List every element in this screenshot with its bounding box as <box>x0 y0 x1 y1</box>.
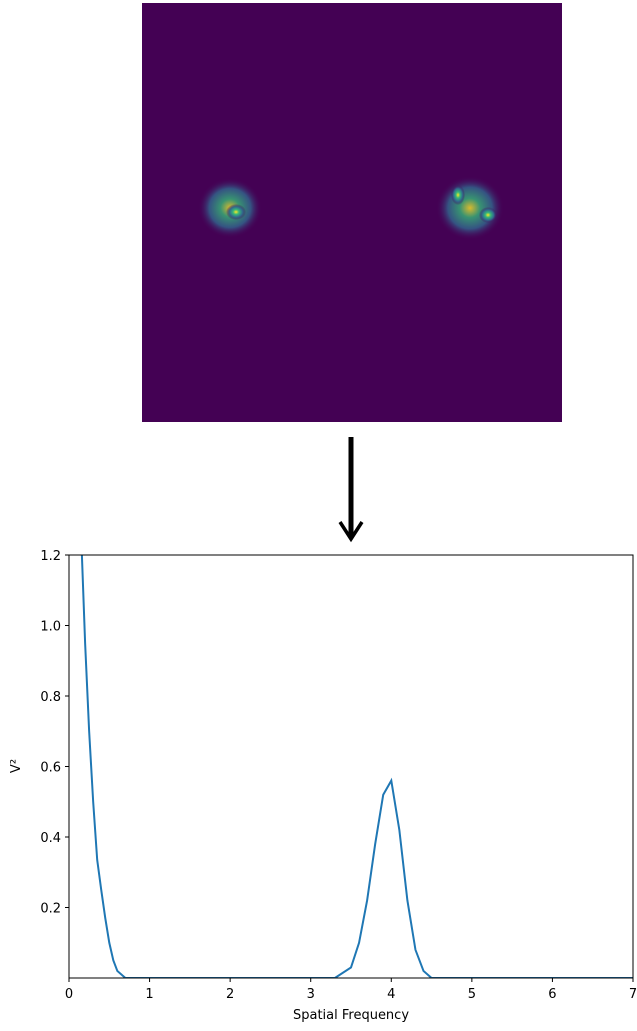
x-tick-label: 2 <box>226 987 234 1002</box>
image-blob <box>479 207 497 223</box>
x-tick-label: 4 <box>387 987 395 1002</box>
y-tick-label: 1.2 <box>40 549 61 564</box>
image-blob <box>226 204 246 220</box>
x-tick-label: 0 <box>65 987 73 1002</box>
y-tick-label: 0.6 <box>40 761 61 776</box>
image-blob <box>436 176 504 240</box>
arrow <box>338 437 364 543</box>
plot-frame <box>68 554 634 979</box>
x-tick-label: 6 <box>548 987 556 1002</box>
image-panel <box>142 3 562 422</box>
x-axis-label: Spatial Frequency <box>293 1008 409 1023</box>
x-tick-label: 1 <box>145 987 153 1002</box>
image-blob <box>451 185 465 205</box>
y-tick-label: 1.0 <box>40 620 61 635</box>
x-tick-label: 5 <box>468 987 476 1002</box>
y-axis-label: V² <box>9 759 24 773</box>
y-tick-label: 0.4 <box>40 831 61 846</box>
x-tick-label: 7 <box>629 987 637 1002</box>
x-tick-label: 3 <box>307 987 315 1002</box>
y-tick-label: 0.8 <box>40 690 61 705</box>
data-line <box>80 555 633 978</box>
y-tick-label: 0.2 <box>40 902 61 917</box>
